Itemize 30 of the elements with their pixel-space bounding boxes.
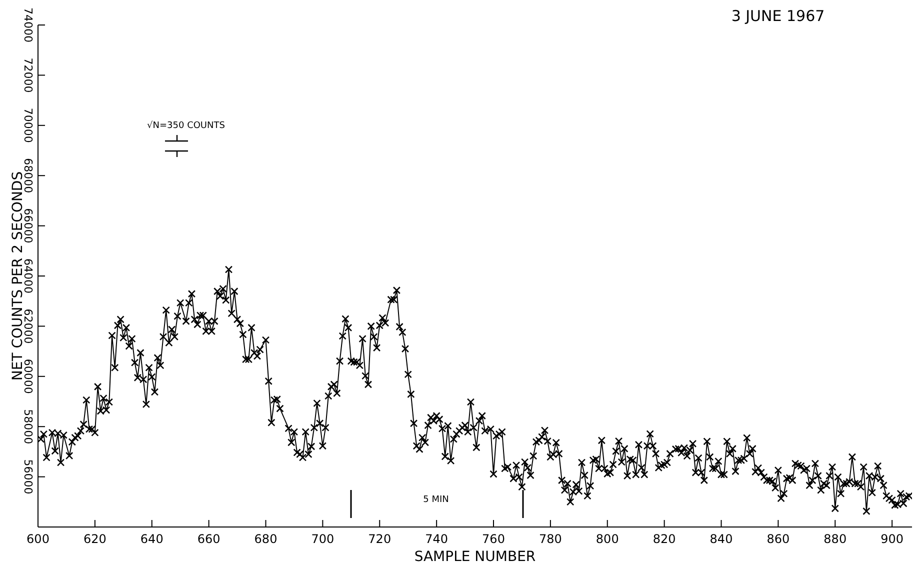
x-tick-label: 800: [596, 532, 619, 546]
x-tick-label: 760: [482, 532, 505, 546]
x-tick-label: 740: [425, 532, 448, 546]
y-tick-label: 72000: [22, 58, 34, 93]
x-tick-label: 820: [652, 532, 676, 546]
y-tick-label: 64000: [22, 258, 34, 294]
y-tick-label: 70000: [22, 108, 34, 143]
x-tick-label: 840: [710, 532, 733, 546]
x-tick-label: 620: [83, 532, 106, 546]
x-tick-label: 880: [824, 532, 847, 546]
x-tick-label: 660: [197, 532, 220, 546]
y-tick-label: 58000: [22, 409, 34, 444]
y-tick-label: 74000: [22, 8, 34, 42]
x-tick-label: 700: [311, 532, 334, 546]
y-tick-label: 62000: [22, 308, 34, 344]
x-tick-label: 780: [538, 532, 562, 546]
annotation: √N=350 COUNTS: [147, 120, 226, 131]
chart-title: 3 JUNE 1967: [731, 7, 825, 25]
x-tick-label: 640: [140, 532, 164, 546]
x-tick-label: 680: [254, 532, 278, 546]
x-tick-label: 900: [880, 532, 904, 546]
x-tick-label: 860: [766, 532, 790, 546]
x-tick-label: 720: [368, 532, 392, 546]
y-tick-label: 68000: [22, 158, 34, 194]
y-tick-label: 66000: [22, 208, 34, 244]
x-tick-label: 600: [26, 532, 50, 546]
x-axis-title: SAMPLE NUMBER: [414, 549, 536, 565]
annotation: 5 MIN: [423, 495, 449, 505]
y-tick-label: 56000: [22, 459, 34, 494]
y-tick-label: 60000: [22, 358, 34, 394]
